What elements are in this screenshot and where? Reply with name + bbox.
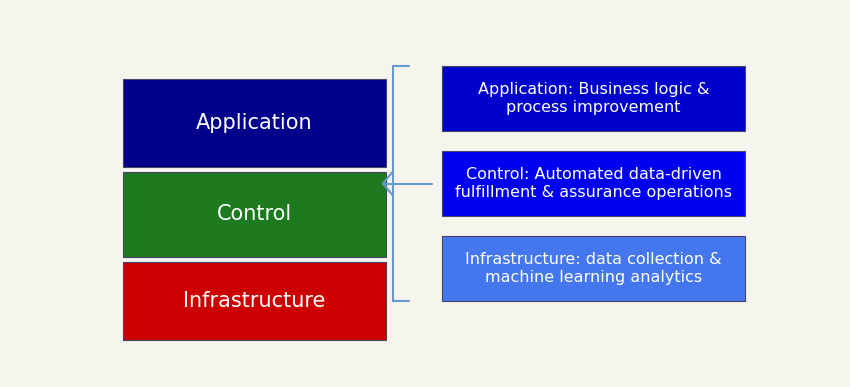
Bar xyxy=(122,171,386,257)
Bar xyxy=(442,236,745,301)
Text: Control: Automated data-driven
fulfillment & assurance operations: Control: Automated data-driven fulfillme… xyxy=(456,167,732,200)
Bar xyxy=(442,66,745,131)
Bar xyxy=(122,262,386,340)
Text: Application: Application xyxy=(196,113,313,133)
Text: Application: Business logic &
process improvement: Application: Business logic & process im… xyxy=(478,82,710,115)
Text: Infrastructure: Infrastructure xyxy=(184,291,326,311)
Text: Infrastructure: data collection &
machine learning analytics: Infrastructure: data collection & machin… xyxy=(466,252,722,285)
Bar xyxy=(442,151,745,216)
Bar xyxy=(122,79,386,167)
Text: Control: Control xyxy=(217,204,292,224)
